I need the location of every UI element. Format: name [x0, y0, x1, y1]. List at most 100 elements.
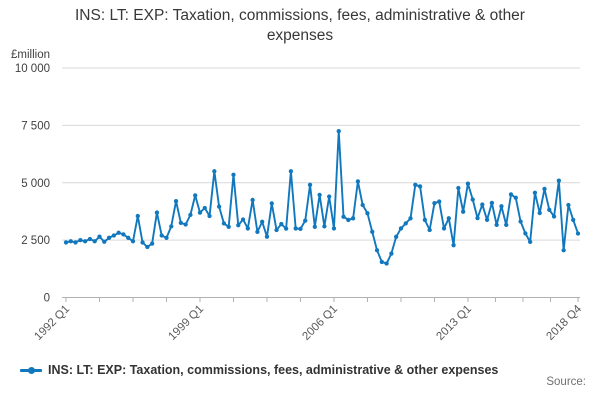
data-point[interactable]	[494, 222, 499, 228]
data-point[interactable]	[178, 220, 183, 226]
data-point[interactable]	[207, 213, 212, 219]
data-point[interactable]	[446, 216, 451, 221]
data-point[interactable]	[255, 229, 260, 235]
data-point[interactable]	[504, 222, 509, 228]
data-point[interactable]	[350, 216, 356, 221]
data-point[interactable]	[327, 194, 332, 199]
data-point[interactable]	[571, 217, 576, 223]
data-point[interactable]	[307, 182, 313, 187]
data-point[interactable]	[73, 240, 78, 245]
data-point[interactable]	[532, 190, 538, 195]
data-point[interactable]	[408, 216, 413, 221]
data-point[interactable]	[288, 169, 294, 174]
data-point[interactable]	[417, 184, 423, 189]
data-point[interactable]	[422, 217, 428, 223]
data-point[interactable]	[130, 239, 136, 244]
data-point[interactable]	[97, 234, 102, 239]
data-point[interactable]	[331, 226, 337, 231]
data-point[interactable]	[394, 234, 399, 239]
data-point[interactable]	[499, 204, 504, 209]
data-point[interactable]	[389, 251, 394, 256]
data-point[interactable]	[78, 237, 83, 243]
data-point[interactable]	[437, 199, 442, 204]
data-point[interactable]	[202, 205, 207, 211]
data-point[interactable]	[154, 210, 160, 215]
data-point[interactable]	[68, 239, 73, 244]
data-point[interactable]	[63, 240, 69, 245]
data-point[interactable]	[346, 217, 351, 223]
data-point[interactable]	[523, 231, 528, 236]
data-point[interactable]	[82, 239, 88, 244]
data-point[interactable]	[432, 201, 437, 206]
data-point[interactable]	[561, 248, 566, 253]
data-point[interactable]	[240, 217, 246, 222]
data-point[interactable]	[121, 232, 126, 237]
data-point[interactable]	[164, 235, 169, 240]
data-point[interactable]	[566, 202, 571, 208]
data-point[interactable]	[484, 217, 490, 222]
data-point[interactable]	[374, 248, 380, 253]
data-point[interactable]	[427, 227, 432, 233]
data-point[interactable]	[322, 224, 327, 229]
data-point[interactable]	[197, 210, 203, 215]
data-point[interactable]	[212, 169, 217, 174]
data-point[interactable]	[403, 221, 408, 226]
data-point[interactable]	[480, 202, 485, 207]
data-point[interactable]	[456, 185, 461, 191]
data-point[interactable]	[537, 210, 542, 216]
data-point[interactable]	[470, 197, 475, 202]
data-point[interactable]	[159, 233, 164, 238]
data-point[interactable]	[298, 226, 303, 232]
data-point[interactable]	[317, 192, 322, 198]
data-point[interactable]	[360, 202, 365, 208]
data-point[interactable]	[236, 223, 241, 228]
data-point[interactable]	[336, 128, 341, 134]
data-point[interactable]	[355, 179, 361, 184]
data-point[interactable]	[173, 198, 179, 204]
data-point[interactable]	[413, 182, 418, 187]
data-point[interactable]	[126, 235, 131, 240]
data-point[interactable]	[140, 240, 145, 245]
data-point[interactable]	[508, 192, 514, 197]
data-point[interactable]	[221, 221, 227, 226]
data-point[interactable]	[106, 235, 112, 240]
data-point[interactable]	[231, 172, 236, 177]
data-point[interactable]	[365, 211, 370, 216]
data-point[interactable]	[279, 221, 284, 227]
data-point[interactable]	[87, 236, 93, 242]
data-point[interactable]	[547, 207, 552, 212]
data-point[interactable]	[116, 230, 121, 235]
data-point[interactable]	[135, 213, 140, 219]
data-point[interactable]	[461, 209, 466, 214]
data-point[interactable]	[312, 224, 317, 229]
data-point[interactable]	[193, 193, 198, 198]
data-point[interactable]	[149, 241, 155, 246]
data-point[interactable]	[226, 224, 231, 229]
data-point[interactable]	[398, 226, 404, 231]
data-point[interactable]	[465, 181, 471, 186]
data-point[interactable]	[274, 227, 279, 233]
data-point[interactable]	[216, 204, 222, 209]
data-point[interactable]	[188, 212, 193, 218]
data-point[interactable]	[451, 243, 456, 248]
data-point[interactable]	[528, 239, 533, 245]
data-point[interactable]	[513, 195, 518, 200]
data-point[interactable]	[183, 222, 188, 227]
data-point[interactable]	[475, 215, 480, 221]
data-point[interactable]	[102, 239, 107, 244]
data-point[interactable]	[518, 219, 523, 224]
data-point[interactable]	[260, 219, 265, 224]
data-point[interactable]	[551, 214, 557, 219]
data-point[interactable]	[245, 226, 250, 231]
data-point[interactable]	[293, 226, 298, 231]
data-point[interactable]	[341, 214, 346, 219]
data-point[interactable]	[92, 239, 97, 244]
data-point[interactable]	[269, 201, 274, 206]
data-point[interactable]	[379, 259, 384, 265]
data-point[interactable]	[250, 197, 255, 203]
data-point[interactable]	[575, 231, 581, 236]
data-point[interactable]	[489, 200, 495, 206]
data-point[interactable]	[264, 234, 270, 239]
data-point[interactable]	[441, 226, 447, 231]
data-point[interactable]	[370, 229, 375, 234]
